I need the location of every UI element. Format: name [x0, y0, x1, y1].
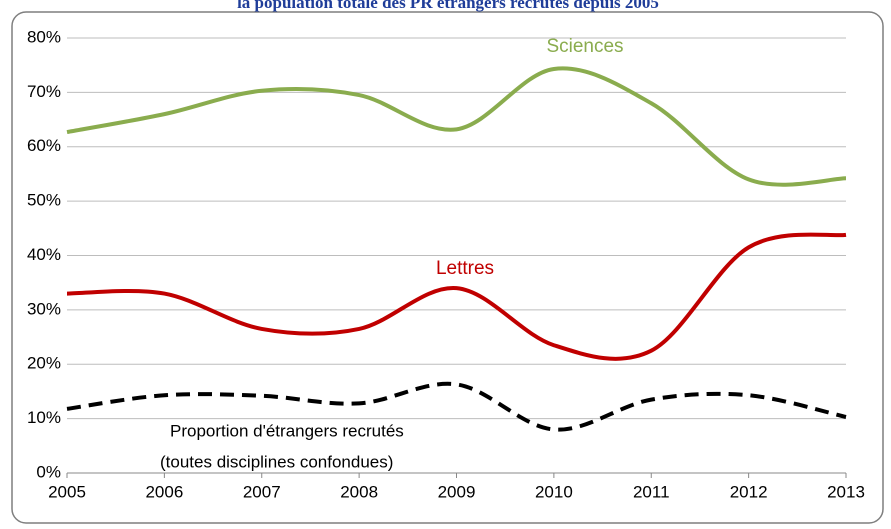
x-tick-label: 2011: [633, 482, 670, 501]
x-tick-label: 2009: [438, 482, 476, 501]
series-line: [66, 381, 847, 432]
y-tick-label: 0%: [36, 462, 61, 481]
series-line: [66, 232, 847, 361]
y-tick-label: 80%: [27, 27, 61, 46]
x-tick-label: 2006: [145, 482, 183, 501]
annotation: (toutes disciplines confondues): [160, 452, 393, 471]
chart-title: la population totale des PR étrangers re…: [237, 0, 659, 12]
y-tick-label: 50%: [27, 191, 61, 210]
y-tick-label: 70%: [27, 82, 61, 101]
series-label: Sciences: [546, 36, 623, 57]
y-tick-label: 10%: [27, 408, 61, 427]
x-tick-label: 2005: [48, 482, 86, 501]
y-tick-label: 20%: [27, 354, 61, 373]
y-tick-label: 60%: [27, 136, 61, 155]
x-tick-label: 2007: [243, 482, 281, 501]
y-tick-label: 40%: [27, 245, 61, 264]
x-tick-label: 2012: [730, 482, 768, 501]
series-line: [66, 66, 847, 187]
x-tick-label: 2010: [535, 482, 573, 501]
y-tick-label: 30%: [27, 299, 61, 318]
annotation: Proportion d'étrangers recrutés: [170, 421, 404, 440]
series-label: Lettres: [436, 258, 494, 279]
x-tick-label: 2013: [827, 482, 865, 501]
x-tick-label: 2008: [340, 482, 378, 501]
